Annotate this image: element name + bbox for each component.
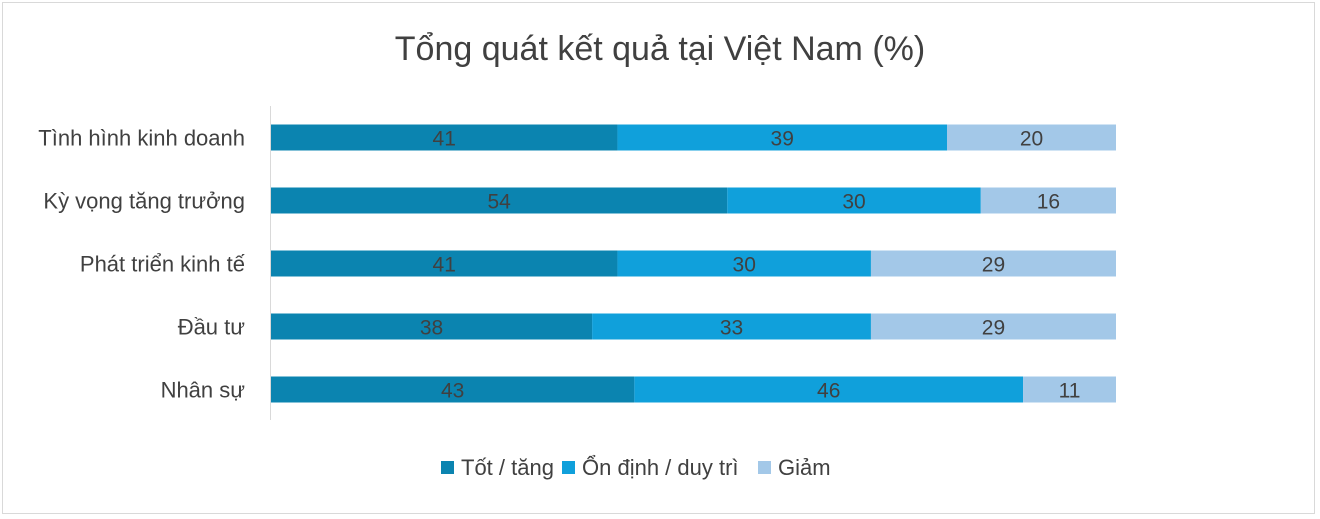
bar-segment <box>1023 376 1116 403</box>
bar-segment <box>617 250 871 277</box>
data-label: 30 <box>842 191 865 214</box>
data-label: 41 <box>433 128 456 151</box>
data-label: 33 <box>720 317 743 340</box>
bar-segment <box>271 250 618 277</box>
legend-swatch <box>562 461 575 474</box>
bars-group: Tình hình kinh doanh 41 39 20 Kỳ vọng tăng t… <box>38 124 1116 403</box>
bar-segment <box>271 376 635 403</box>
chart-title: Tổng quát kết quả tại Việt Nam (%) <box>395 30 925 68</box>
data-label: 16 <box>1037 191 1060 214</box>
category-label: Phát triển kinh tế <box>80 252 245 277</box>
data-label: 46 <box>817 380 840 403</box>
data-label: 39 <box>771 128 794 151</box>
legend-label: Giảm <box>778 455 831 480</box>
category-label: Kỳ vọng tăng trưởng <box>43 189 245 214</box>
data-label: 43 <box>441 380 464 403</box>
legend-swatch <box>441 461 454 474</box>
data-label: 30 <box>733 254 756 277</box>
legend-label: Tốt / tăng <box>461 455 554 480</box>
data-label: 38 <box>420 317 443 340</box>
bar-segment <box>271 124 618 151</box>
category-label: Nhân sự <box>161 378 246 403</box>
data-label: 29 <box>982 254 1005 277</box>
bar-segment <box>870 250 1116 277</box>
category-label: Đầu tư <box>178 315 246 340</box>
bar-segment <box>634 376 1024 403</box>
bar-segment <box>727 187 981 214</box>
bar-segment <box>271 313 593 340</box>
category-label: Tình hình kinh doanh <box>38 126 245 151</box>
bar-segment <box>617 124 947 151</box>
data-label: 11 <box>1059 380 1081 403</box>
data-label: 29 <box>982 317 1005 340</box>
legend-swatch <box>758 461 771 474</box>
bar-segment <box>592 313 871 340</box>
legend: Tốt / tăng Ổn định / duy trì Giảm <box>441 455 831 480</box>
data-label: 20 <box>1020 128 1043 151</box>
bar-segment <box>870 313 1116 340</box>
bar-segment <box>947 124 1116 151</box>
data-label: 54 <box>487 191 511 214</box>
bar-segment <box>271 187 728 214</box>
legend-label: Ổn định / duy trì <box>582 455 739 480</box>
data-label: 41 <box>433 254 456 277</box>
bar-segment <box>980 187 1116 214</box>
